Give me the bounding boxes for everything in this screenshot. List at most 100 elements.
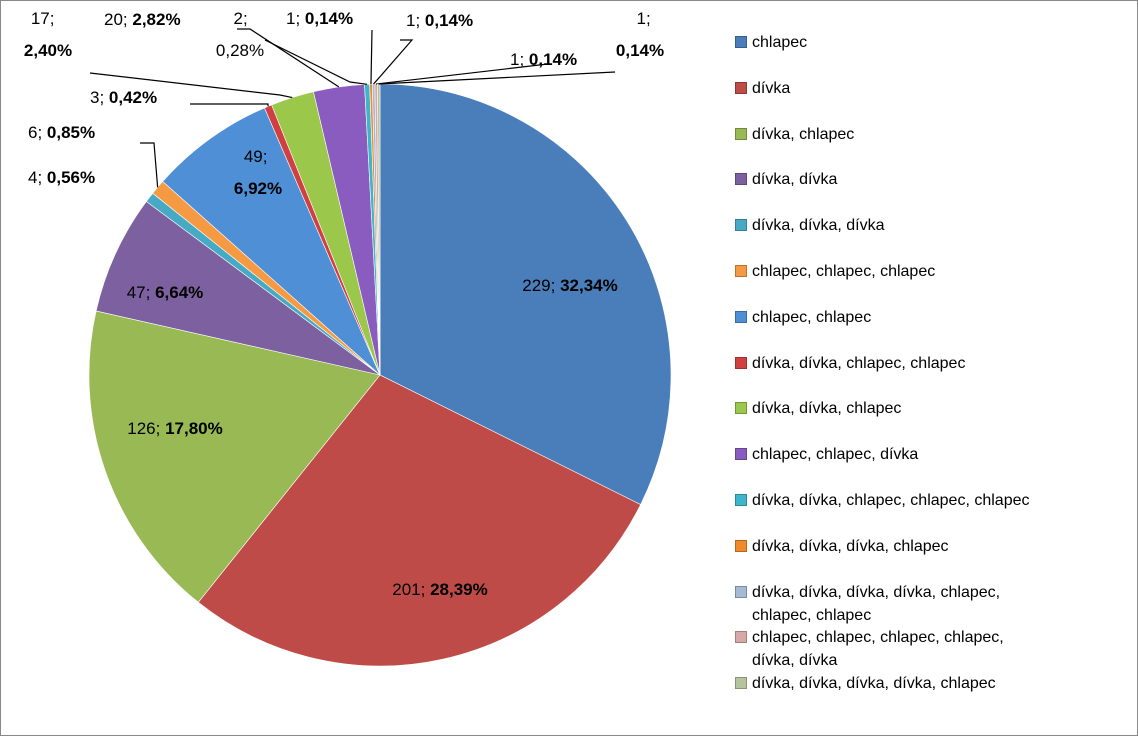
label-count: 1	[406, 11, 415, 30]
data-label: 229; 32,34%	[522, 276, 618, 295]
legend-label: dívka, dívka, dívka, dívka, chlapec	[752, 675, 996, 693]
legend-label: chlapec, chlapec, chlapec	[752, 263, 936, 280]
data-label: 1; 0,14%	[616, 9, 664, 60]
data-label: 126; 17,80%	[127, 419, 223, 438]
legend-swatch	[735, 36, 747, 48]
data-label: 17; 2,40%	[24, 9, 72, 60]
label-percent: 17,80%	[165, 419, 223, 438]
label-count: 229	[522, 276, 550, 295]
data-label: 1; 0,14%	[510, 50, 577, 69]
label-separator: ;	[37, 168, 46, 187]
legend-swatch	[735, 631, 747, 644]
data-label: 4; 0,56%	[28, 168, 95, 187]
leader-line	[378, 71, 616, 85]
label-separator: ;	[421, 580, 430, 599]
legend-swatch	[735, 494, 747, 506]
legend-item: dívka, dívka, dívka, dívka, chlapec, chl…	[735, 581, 1035, 627]
legend-item: dívka, chlapec	[735, 123, 1035, 146]
legend-item: dívka, dívka, dívka	[735, 214, 1035, 237]
data-label: 49; 6,92%	[234, 147, 282, 198]
legend-item: chlapec	[735, 31, 1035, 54]
label-percent: 0,14%	[529, 50, 577, 69]
legend-swatch	[735, 677, 747, 690]
legend-item: dívka, dívka, chlapec, chlapec, chlapec	[735, 489, 1035, 512]
legend-label: dívka, dívka	[752, 171, 838, 189]
legend-label: dívka, dívka, dívka	[752, 217, 885, 235]
legend-label: dívka, dívka, chlapec, chlapec	[752, 354, 966, 372]
legend-label: dívka, dívka, dívka, chlapec	[752, 537, 949, 555]
data-label: 1; 0,14%	[286, 9, 353, 28]
label-separator: ;	[646, 9, 655, 28]
label-percent: 2,82%	[132, 10, 180, 29]
label-percent: 0,14%	[425, 11, 473, 30]
legend-label: chlapec, chlapec, chlapec, chlapec, dívk…	[752, 629, 1004, 670]
legend-label: chlapec, chlapec, dívka	[752, 446, 919, 464]
label-count: 4	[28, 168, 37, 187]
legend-swatch	[735, 402, 747, 415]
label-percent: 6,64%	[155, 283, 203, 302]
leader-line	[190, 103, 269, 107]
legend-label: dívka, dívka, dívka, dívka, chlapec, chl…	[752, 583, 1001, 624]
label-percent: 0,42%	[109, 88, 157, 107]
label-count: 20	[104, 10, 123, 29]
label-separator: ;	[551, 276, 560, 295]
label-percent: 0,28%	[216, 41, 264, 60]
legend-label: chlapec	[752, 34, 808, 51]
data-label: 3; 0,42%	[90, 88, 157, 107]
label-separator: ;	[415, 11, 424, 30]
label-count: 126	[127, 419, 155, 438]
legend-label: chlapec, chlapec	[752, 308, 872, 326]
legend-item: dívka, dívka, dívka, dívka, chlapec	[735, 672, 1035, 695]
label-percent: 6,92%	[234, 179, 282, 198]
legend-swatch	[735, 585, 747, 598]
legend-item: dívka, dívka, chlapec, chlapec	[735, 352, 1035, 375]
label-separator: ;	[50, 9, 59, 28]
label-separator: ;	[243, 9, 252, 28]
leader-line	[370, 29, 373, 85]
legend-item: dívka, dívka, chlapec	[735, 397, 1035, 420]
label-percent: 0,85%	[47, 123, 95, 142]
label-percent: 32,34%	[560, 276, 618, 295]
pie-slice	[95, 201, 381, 376]
data-label: 201; 28,39%	[392, 580, 488, 599]
pie-slice	[88, 310, 381, 603]
legend-swatch	[735, 81, 747, 94]
pie-slice	[197, 374, 641, 667]
legend-item: dívka, dívka	[735, 168, 1035, 191]
label-percent: 0,14%	[616, 41, 664, 60]
legend-label: dívka	[752, 79, 791, 97]
label-separator: ;	[37, 123, 46, 142]
pie-slice	[379, 83, 672, 505]
legend-item: chlapec, chlapec, dívka	[735, 443, 1035, 466]
label-percent: 0,56%	[47, 168, 95, 187]
leader-line	[264, 39, 368, 85]
label-separator: ;	[99, 88, 108, 107]
legend-item: dívka	[735, 77, 1035, 100]
leader-line	[89, 72, 293, 99]
leader-line	[373, 39, 414, 85]
legend-swatch	[735, 539, 747, 552]
label-count: 1	[286, 9, 295, 28]
label-count: 49	[244, 147, 263, 166]
label-count: 6	[28, 123, 37, 142]
label-count: 3	[90, 88, 99, 107]
legend-item: chlapec, chlapec	[735, 306, 1035, 329]
legend-swatch	[735, 448, 747, 461]
label-count: 47	[127, 283, 146, 302]
label-separator: ;	[519, 50, 528, 69]
label-separator: ;	[263, 147, 272, 166]
legend-label: dívka, dívka, chlapec, chlapec, chlapec	[752, 492, 1030, 509]
leader-line	[376, 63, 549, 85]
legend-swatch	[735, 127, 747, 140]
legend-swatch	[735, 173, 747, 186]
legend-label: dívka, dívka, chlapec	[752, 400, 902, 418]
legend-label: dívka, chlapec	[752, 125, 855, 143]
label-count: 1	[510, 50, 519, 69]
legend-swatch	[735, 356, 747, 369]
legend-item: chlapec, chlapec, chlapec	[735, 260, 1035, 283]
legend-item: chlapec, chlapec, chlapec, chlapec, dívk…	[735, 626, 1035, 672]
label-count: 17	[31, 9, 50, 28]
label-count: 201	[392, 580, 420, 599]
